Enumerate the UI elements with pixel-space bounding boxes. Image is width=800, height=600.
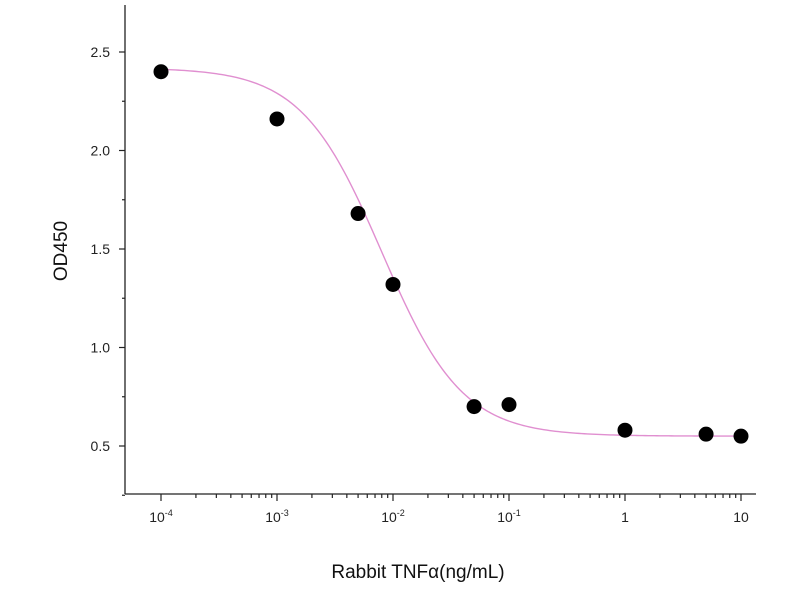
x-tick-label: 10-1 <box>497 508 521 525</box>
fit-curve <box>161 69 741 436</box>
y-tick-label: 2.0 <box>91 143 111 159</box>
x-tick-label: 10 <box>733 509 749 525</box>
y-tick-label: 2.5 <box>91 44 111 60</box>
x-tick-label: 10-3 <box>265 508 289 525</box>
data-point <box>154 64 169 79</box>
x-tick-label: 10-4 <box>149 508 173 525</box>
data-point <box>467 399 482 414</box>
data-point <box>270 111 285 126</box>
data-point <box>386 277 401 292</box>
data-point <box>351 206 366 221</box>
fit-curve-layer <box>161 69 741 436</box>
points-layer <box>154 64 749 443</box>
y-tick-label: 1.0 <box>91 340 111 356</box>
x-tick-label: 10-2 <box>381 508 405 525</box>
x-tick-label: 1 <box>621 509 629 525</box>
data-point <box>699 427 714 442</box>
y-axis-title: OD450 <box>51 221 72 281</box>
data-point <box>618 423 633 438</box>
y-tick-label: 0.5 <box>91 438 111 454</box>
x-axis-title: Rabbit TNFα(ng/mL) <box>331 562 504 583</box>
y-axis: 0.5 1.0 1.5 2.0 2.5 <box>91 5 125 495</box>
data-point <box>502 397 517 412</box>
x-axis: 10-4 10-3 10-2 10-1 1 10 <box>125 494 756 525</box>
data-point <box>734 429 749 444</box>
y-tick-label: 1.5 <box>91 241 111 257</box>
